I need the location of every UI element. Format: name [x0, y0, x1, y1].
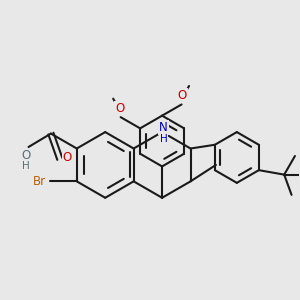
Text: O: O: [22, 149, 31, 163]
Text: H: H: [22, 161, 30, 171]
Text: H: H: [160, 134, 167, 144]
Text: O: O: [178, 89, 187, 102]
Text: O: O: [63, 151, 72, 164]
Text: O: O: [115, 102, 124, 115]
Text: Br: Br: [33, 175, 46, 188]
Text: N: N: [159, 121, 168, 134]
